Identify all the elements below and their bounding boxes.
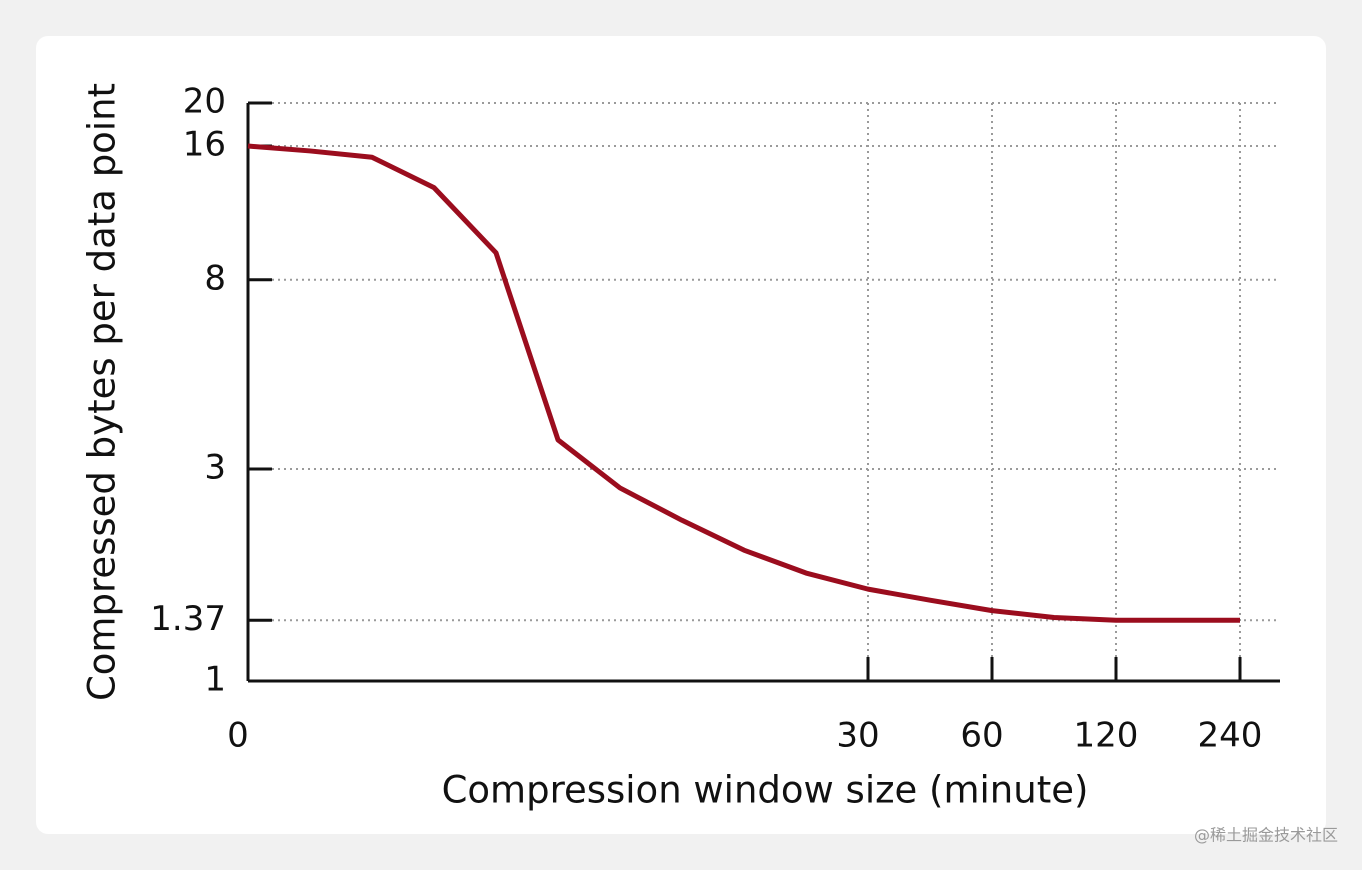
x-tick-label: 120 — [1074, 716, 1139, 756]
x-tick-label: 240 — [1198, 716, 1263, 756]
x-tick-label: 0 — [227, 716, 249, 756]
y-tick-label: 1.37 — [150, 599, 226, 639]
y-tick-label: 8 — [204, 258, 226, 298]
y-tick-label: 16 — [183, 125, 226, 165]
data-line — [247, 143, 1240, 623]
y-tick-label: 3 — [204, 448, 226, 488]
watermark: @稀土掘金技术社区 — [1194, 826, 1338, 845]
y-axis-title: Compressed bytes per data point — [81, 83, 124, 701]
x-axis-title: Compression window size (minute) — [442, 769, 1089, 812]
x-tick-label: 30 — [836, 716, 879, 756]
y-tick-label: 20 — [183, 82, 226, 122]
card — [36, 36, 1326, 834]
x-tick-label: 60 — [960, 716, 1003, 756]
y-tick-label: 1 — [204, 660, 226, 700]
